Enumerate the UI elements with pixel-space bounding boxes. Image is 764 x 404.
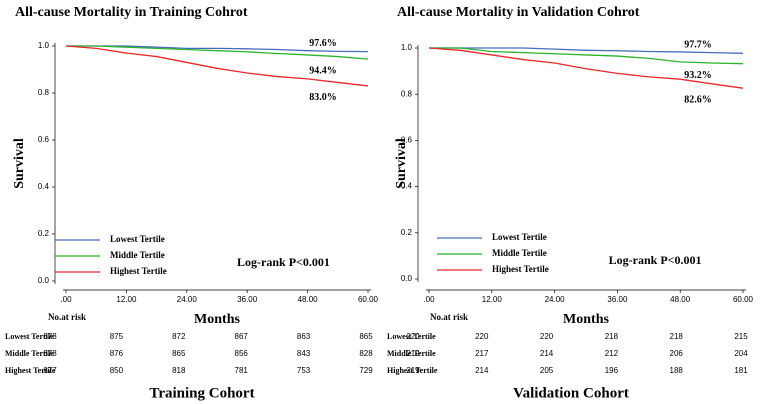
risk-value: 212	[605, 349, 619, 358]
y-tick-label: 0.8	[38, 88, 50, 97]
risk-value: 753	[297, 366, 311, 375]
legend-label: Middle Tertile	[110, 250, 165, 260]
annotation: Log-rank P<0.001	[237, 255, 330, 269]
risk-value: 729	[359, 366, 373, 375]
risk-value: 876	[110, 349, 124, 358]
caption: Training Cohort	[149, 385, 254, 401]
risk-row-label: Highest Tertile	[5, 366, 56, 375]
chart-title: All-cause Mortality in Training Cohrot	[15, 5, 248, 20]
risk-row-label: Lowest Tertile	[5, 332, 54, 341]
risk-value: 843	[297, 349, 311, 358]
risk-value: 220	[540, 332, 554, 341]
end-label: 93.2%	[684, 70, 712, 81]
risk-value: 828	[359, 349, 373, 358]
risk-value: 218	[670, 332, 684, 341]
risk-value: 781	[235, 366, 249, 375]
risk-value: 214	[475, 366, 489, 375]
risk-value: 856	[235, 349, 249, 358]
survival-line	[65, 45, 369, 87]
y-tick-label: 0.6	[38, 135, 50, 144]
x-tick-label: 24.00	[177, 295, 198, 304]
survival-line	[66, 45, 369, 60]
risk-value: 865	[359, 332, 373, 341]
x-tick-label: 48.00	[670, 295, 691, 304]
risk-value: 875	[110, 332, 124, 341]
legend-label: Highest Tertile	[110, 266, 167, 276]
end-label: 97.6%	[309, 38, 337, 49]
end-label: 94.4%	[309, 65, 337, 76]
annotation: Log-rank P<0.001	[609, 253, 702, 267]
risk-value: 867	[235, 332, 249, 341]
survival-line	[429, 47, 744, 54]
risk-value: 865	[172, 349, 186, 358]
risk-value: 206	[670, 349, 684, 358]
x-tick-label: 60.00	[358, 295, 379, 304]
risk-value: 218	[605, 332, 619, 341]
risk-value: 878	[43, 349, 57, 358]
risk-value: 863	[297, 332, 311, 341]
risk-value: 220	[406, 332, 420, 341]
x-tick-label: 12.00	[116, 295, 137, 304]
legend-label: Lowest Tertile	[110, 234, 165, 244]
y-tick-label: 1.0	[38, 41, 50, 50]
risk-value: 850	[110, 366, 124, 375]
risk-value: 196	[605, 366, 619, 375]
end-label: 82.6%	[684, 94, 712, 105]
x-tick-label: 24.00	[545, 295, 566, 304]
caption: Validation Cohort	[513, 385, 629, 401]
x-tick-label: 36.00	[237, 295, 258, 304]
y-tick-label: 0.8	[401, 89, 413, 98]
y-tick-label: 0.4	[401, 182, 413, 191]
risk-value: 878	[43, 332, 57, 341]
risk-value: 219	[406, 349, 420, 358]
legend-label: Middle Tertile	[492, 248, 547, 258]
y-axis-label: Survival	[12, 138, 27, 189]
risk-value: 219	[406, 366, 420, 375]
risk-value: 214	[540, 349, 554, 358]
risk-row-label: Middle Tertile	[387, 349, 436, 358]
risk-value: 205	[540, 366, 554, 375]
risk-table-title: No.at risk	[48, 312, 86, 322]
risk-value: 217	[475, 349, 489, 358]
x-axis-label: Months	[194, 312, 240, 327]
risk-row-label: Highest Tertile	[387, 366, 438, 375]
x-tick-label: 36.00	[607, 295, 628, 304]
risk-value: 181	[734, 366, 748, 375]
y-tick-label: 0.4	[38, 182, 50, 191]
y-tick-label: 0.0	[38, 276, 50, 285]
risk-value: 215	[734, 332, 748, 341]
x-tick-label: 48.00	[298, 295, 319, 304]
x-tick-label: .00	[423, 295, 435, 304]
x-tick-label: 12.00	[482, 295, 503, 304]
end-label: 97.7%	[684, 40, 712, 51]
x-tick-label: .00	[60, 295, 72, 304]
y-tick-label: 0.0	[401, 274, 413, 283]
end-label: 83.0%	[309, 92, 337, 103]
y-tick-label: 0.2	[401, 228, 413, 237]
risk-value: 877	[43, 366, 57, 375]
y-tick-label: 0.6	[401, 136, 413, 145]
y-tick-label: 1.0	[401, 43, 413, 52]
risk-value: 188	[670, 366, 684, 375]
risk-table-title: No.at risk	[430, 312, 468, 322]
risk-row-label: Lowest Tertile	[387, 332, 436, 341]
y-tick-label: 0.2	[38, 229, 50, 238]
x-tick-label: 60.00	[733, 295, 754, 304]
risk-value: 204	[734, 349, 748, 358]
risk-value: 872	[172, 332, 186, 341]
legend-label: Highest Tertile	[492, 264, 549, 274]
x-axis-label: Months	[563, 312, 609, 327]
y-axis-label: Survival	[394, 138, 409, 189]
chart-title: All-cause Mortality in Validation Cohrot	[397, 5, 640, 20]
risk-value: 818	[172, 366, 186, 375]
survival-line	[66, 45, 369, 53]
survival-line	[429, 47, 744, 65]
survival-line	[428, 47, 744, 89]
risk-row-label: Middle Tertile	[5, 349, 54, 358]
legend-label: Lowest Tertile	[492, 232, 547, 242]
risk-value: 220	[475, 332, 489, 341]
